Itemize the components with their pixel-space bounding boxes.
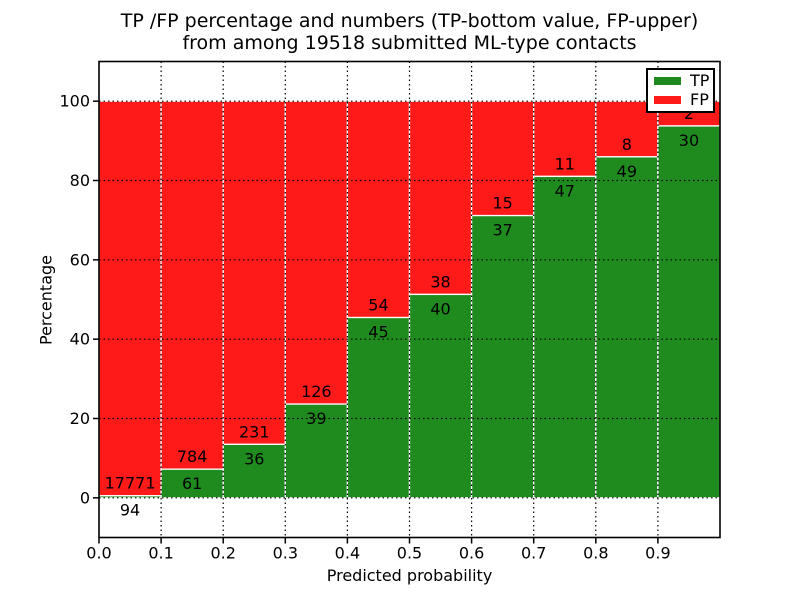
- annotation-fp-count: 38: [430, 272, 450, 291]
- y-tick-label: 0: [80, 488, 90, 507]
- bar-segment-tp: [470, 214, 535, 499]
- bar-segment-tp: [284, 403, 349, 499]
- chart-title-line-2: from among 19518 submitted ML-type conta…: [182, 31, 637, 54]
- annotation-tp-count: 61: [182, 474, 202, 493]
- bar-segment-fp: [222, 100, 286, 446]
- ticks-layer: [93, 100, 659, 544]
- annotation-fp-count: 54: [368, 296, 388, 315]
- legend-label-tp: TP: [690, 70, 710, 90]
- annotation-tp-count: 30: [679, 131, 699, 150]
- annotation-fp-count: 126: [301, 382, 332, 401]
- y-axis-label: Percentage: [36, 254, 56, 346]
- x-tick-label: 0.0: [86, 544, 111, 563]
- bar-segment-fp: [408, 100, 473, 296]
- legend-item-fp: FP: [648, 91, 713, 109]
- annotation-tp-count: 39: [306, 409, 326, 428]
- bar-segment-fp: [98, 100, 162, 497]
- annotation-fp-count: 17771: [105, 474, 156, 493]
- x-tick-label: 0.3: [273, 544, 298, 563]
- x-tick-label: 0.1: [148, 544, 173, 563]
- legend-label-fp: FP: [690, 90, 709, 110]
- bar-segment-tp: [595, 156, 659, 499]
- bar-segment-fp: [284, 100, 349, 405]
- y-tick-label: 40: [70, 330, 90, 349]
- chart-title: TP /FP percentage and numbers (TP-bottom…: [99, 10, 720, 54]
- bar-segment-tp: [408, 293, 473, 499]
- bar-segment-tp: [657, 125, 721, 499]
- y-tick-label: 100: [59, 92, 90, 111]
- x-tick-label: 0.4: [335, 544, 360, 563]
- legend-swatch-fp: [654, 96, 681, 105]
- annotations-layer: 17771 94 784 61 231 36 126 39 54 45 38 40 15 37 11 47 8 4…: [105, 104, 700, 520]
- annotation-tp-count: 37: [492, 221, 512, 240]
- chart-title-line-1: TP /FP percentage and numbers (TP-bottom…: [120, 10, 699, 32]
- x-tick-label: 0.7: [521, 544, 546, 563]
- x-tick-label: 0.9: [645, 544, 670, 563]
- bar-segment-tp: [533, 175, 597, 499]
- legend: TP FP: [646, 68, 715, 113]
- x-tick-label: 0.5: [397, 544, 422, 563]
- y-tick-label: 20: [70, 409, 90, 428]
- annotation-fp-count: 2: [684, 104, 694, 123]
- annotation-tp-count: 45: [368, 323, 388, 342]
- bar-segment-fp: [470, 100, 535, 217]
- x-axis-label: Predicted probability: [326, 566, 493, 585]
- annotation-fp-count: 8: [622, 135, 632, 154]
- x-tick-label: 0.8: [583, 544, 608, 563]
- bar-segment-fp: [160, 100, 224, 470]
- y-tick-label: 80: [70, 171, 90, 190]
- bar-segment-tp: [346, 316, 411, 499]
- annotation-fp-count: 15: [492, 194, 512, 213]
- y-tick-label: 60: [70, 250, 90, 269]
- bar-segment-tp: [222, 443, 286, 499]
- annotation-tp-count: 40: [430, 299, 450, 318]
- annotation-fp-count: 231: [239, 422, 270, 441]
- annotation-tp-count: 47: [555, 181, 575, 200]
- annotation-tp-count: 94: [120, 501, 140, 520]
- x-tick-label: 0.2: [210, 544, 235, 563]
- x-tick-label: 0.6: [459, 544, 484, 563]
- tick-labels-layer: 0.0 0.1 0.2 0.3 0.4 0.5 0.6 0.7 0.8 0.9 0 20 40 60 80 1…: [59, 92, 670, 563]
- annotation-tp-count: 36: [244, 449, 264, 468]
- annotation-tp-count: 49: [617, 162, 637, 181]
- annotation-fp-count: 11: [555, 154, 575, 173]
- bars-layer: [98, 100, 721, 499]
- annotation-fp-count: 784: [177, 447, 208, 466]
- legend-item-tp: TP: [648, 72, 713, 90]
- legend-swatch-tp: [654, 76, 681, 85]
- bar-segment-fp: [533, 100, 597, 178]
- grid-layer: [99, 61, 720, 538]
- bar-segment-fp: [346, 100, 411, 319]
